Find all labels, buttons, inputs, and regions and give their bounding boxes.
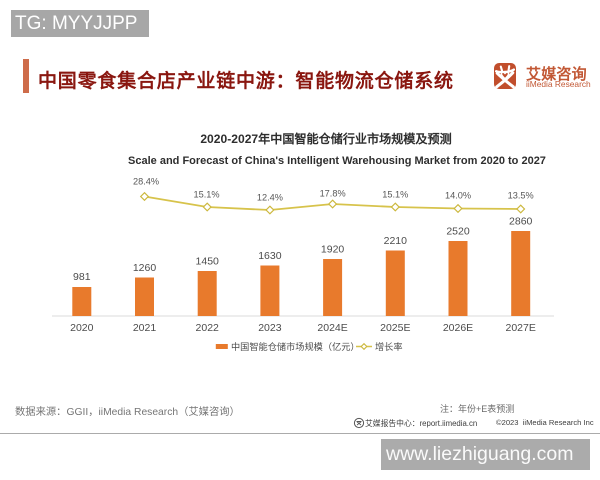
- svg-text:2021: 2021: [133, 322, 157, 334]
- svg-text:2022: 2022: [196, 322, 220, 334]
- svg-text:1450: 1450: [196, 256, 220, 268]
- svg-text:2023: 2023: [258, 322, 282, 334]
- svg-text:2026E: 2026E: [443, 322, 473, 334]
- svg-text:12.4%: 12.4%: [257, 193, 283, 203]
- svg-text:13.5%: 13.5%: [508, 191, 534, 201]
- svg-text:15.1%: 15.1%: [193, 189, 219, 199]
- svg-text:2025E: 2025E: [380, 322, 410, 334]
- svg-text:1630: 1630: [258, 250, 282, 262]
- svg-text:2024E: 2024E: [317, 322, 347, 334]
- svg-text:中国智能仓储市场规模（亿元）: 中国智能仓储市场规模（亿元）: [231, 341, 360, 352]
- svg-text:2020: 2020: [70, 322, 94, 334]
- svg-text:1260: 1260: [133, 262, 157, 274]
- svg-text:2027E: 2027E: [506, 322, 536, 334]
- svg-text:14.0%: 14.0%: [445, 190, 471, 200]
- svg-text:981: 981: [73, 271, 91, 283]
- svg-text:15.1%: 15.1%: [382, 189, 408, 199]
- svg-text:28.4%: 28.4%: [133, 177, 159, 187]
- svg-text:2520: 2520: [446, 226, 470, 238]
- svg-text:17.8%: 17.8%: [320, 188, 346, 198]
- svg-text:2860: 2860: [509, 216, 533, 228]
- svg-text:1920: 1920: [321, 244, 345, 256]
- svg-text:增长率: 增长率: [375, 341, 403, 352]
- svg-text:2210: 2210: [384, 235, 408, 247]
